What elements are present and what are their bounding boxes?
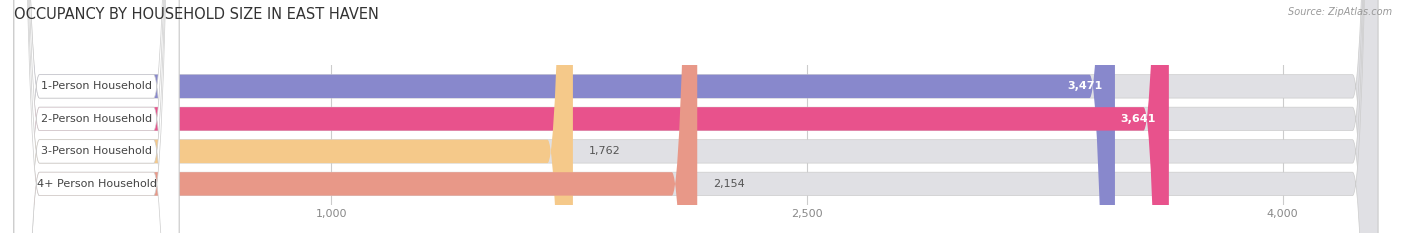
Text: 2,154: 2,154 [713, 179, 745, 189]
FancyBboxPatch shape [14, 0, 179, 233]
FancyBboxPatch shape [14, 0, 179, 233]
FancyBboxPatch shape [14, 0, 179, 233]
Text: 3,471: 3,471 [1067, 81, 1102, 91]
FancyBboxPatch shape [14, 0, 179, 233]
FancyBboxPatch shape [14, 0, 1378, 233]
FancyBboxPatch shape [14, 0, 572, 233]
Text: 1-Person Household: 1-Person Household [41, 81, 152, 91]
Text: 3,641: 3,641 [1121, 114, 1156, 124]
FancyBboxPatch shape [14, 0, 697, 233]
FancyBboxPatch shape [14, 0, 1115, 233]
FancyBboxPatch shape [14, 0, 1378, 233]
FancyBboxPatch shape [14, 0, 1378, 233]
Text: 1,762: 1,762 [589, 146, 620, 156]
FancyBboxPatch shape [14, 0, 1378, 233]
Text: Source: ZipAtlas.com: Source: ZipAtlas.com [1288, 7, 1392, 17]
FancyBboxPatch shape [14, 0, 1168, 233]
Text: OCCUPANCY BY HOUSEHOLD SIZE IN EAST HAVEN: OCCUPANCY BY HOUSEHOLD SIZE IN EAST HAVE… [14, 7, 380, 22]
Text: 3-Person Household: 3-Person Household [41, 146, 152, 156]
Text: 4+ Person Household: 4+ Person Household [37, 179, 156, 189]
Text: 2-Person Household: 2-Person Household [41, 114, 152, 124]
